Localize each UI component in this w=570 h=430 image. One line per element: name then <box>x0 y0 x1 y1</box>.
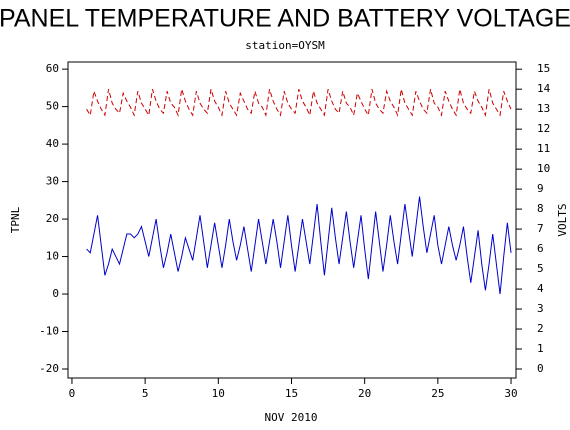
y-tick-label: 0 <box>52 287 59 300</box>
y-tick-label: -20 <box>39 362 59 375</box>
chart-title: PANEL TEMPERATURE AND BATTERY VOLTAGE <box>0 5 570 33</box>
y2-tick-label: 5 <box>537 262 544 275</box>
y-tick-label: 40 <box>46 137 59 150</box>
y2-tick-label: 12 <box>537 122 550 135</box>
x-tick-label: 25 <box>431 387 444 400</box>
y2-tick-label: 14 <box>537 82 551 95</box>
x-tick-label: 20 <box>358 387 371 400</box>
y2-tick-label: 3 <box>537 302 544 315</box>
y2-tick-label: 7 <box>537 222 544 235</box>
y2-tick-label: 6 <box>537 242 544 255</box>
y2-axis-label: VOLTS <box>556 203 569 236</box>
x-tick-label: 30 <box>504 387 517 400</box>
x-tick-label: 5 <box>142 387 149 400</box>
y-tick-label: 20 <box>46 212 59 225</box>
y-tick-label: 50 <box>46 100 59 113</box>
series-line <box>86 89 512 117</box>
x-tick-label: 10 <box>212 387 225 400</box>
y2-tick-label: 4 <box>537 282 544 295</box>
y2-tick-label: 8 <box>537 202 544 215</box>
y2-tick-label: 13 <box>537 102 550 115</box>
plot-frame <box>67 61 517 379</box>
chart-subtitle: station=OYSM <box>245 39 325 52</box>
y-tick-label: 30 <box>46 175 59 188</box>
series-line <box>86 196 512 295</box>
y2-tick-label: 0 <box>537 362 544 375</box>
y2-tick-label: 1 <box>537 342 544 355</box>
y-tick-label: -10 <box>39 325 59 338</box>
x-tick-label: 15 <box>285 387 298 400</box>
y-tick-label: 60 <box>46 62 59 75</box>
x-tick-label: 0 <box>69 387 76 400</box>
y-axis-label: TPNL <box>9 206 22 233</box>
y-tick-label: 10 <box>46 250 59 263</box>
y2-tick-label: 2 <box>537 322 544 335</box>
y2-tick-label: 9 <box>537 182 544 195</box>
y2-tick-label: 15 <box>537 62 550 75</box>
x-axis-label: NOV 2010 <box>265 411 318 424</box>
y2-tick-label: 10 <box>537 162 550 175</box>
y2-tick-label: 11 <box>537 142 550 155</box>
